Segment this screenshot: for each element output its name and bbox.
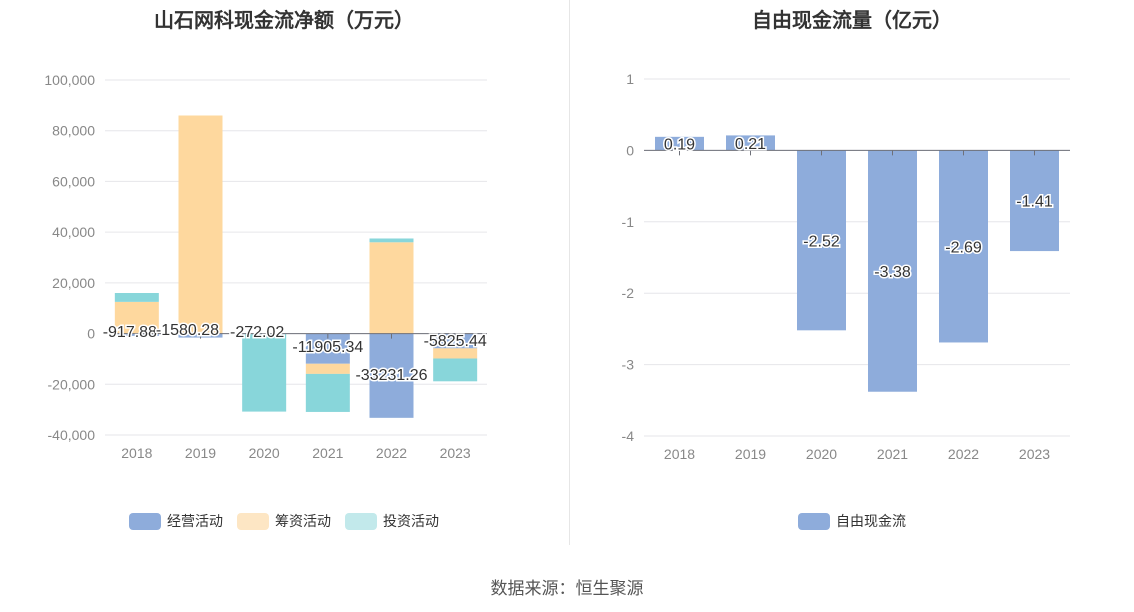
left-ytick-label: 20,000 bbox=[52, 275, 95, 291]
left-bar-2019-s1 bbox=[178, 115, 223, 334]
data-source-note: 数据来源：恒生聚源 bbox=[490, 579, 644, 598]
right-ytick-label: 0 bbox=[626, 142, 634, 158]
right-xtick-label-2022: 2022 bbox=[948, 446, 979, 462]
left-data-label-2022: -33231.26 bbox=[355, 367, 427, 384]
right-chart-plot: 1 0 -1 -2 -3 -4 2018 2019 2020 2021 2022 2023 0.19 0.… bbox=[622, 71, 1070, 462]
right-chart-panel: 自由现金流量（亿元） 1 0 -1 -2 -3 -4 2018 2019 2020 2021 202… bbox=[570, 0, 1134, 545]
left-data-label-2018: -917.88 bbox=[103, 324, 157, 341]
left-ytick-label: -20,000 bbox=[48, 376, 96, 392]
left-data-label-2023: -5825.44 bbox=[424, 333, 487, 350]
left-chart-panel: 山石网科现金流净额（万元） 100,000 80,000 60,000 40,000 2… bbox=[0, 0, 568, 545]
left-chart-legend: 经营活动 筹资活动 投资活动 bbox=[0, 511, 568, 531]
right-xtick-label-2020: 2020 bbox=[806, 446, 837, 462]
right-bar-2020-s0 bbox=[797, 150, 846, 331]
left-xtick-label-2022: 2022 bbox=[376, 445, 407, 461]
legend-item-investing[interactable]: 投资活动 bbox=[345, 511, 439, 531]
left-bar-2021-s1 bbox=[305, 363, 350, 374]
right-bar-2022-s0 bbox=[939, 150, 988, 343]
right-xtick-label-2018: 2018 bbox=[664, 446, 695, 462]
left-xtick-label-2018: 2018 bbox=[121, 445, 152, 461]
right-chart-title: 自由现金流量（亿元） bbox=[752, 10, 952, 32]
right-bar-2021-s0 bbox=[868, 150, 917, 392]
left-ytick-label: 40,000 bbox=[52, 224, 95, 240]
legend-swatch-financing bbox=[237, 512, 269, 530]
left-data-label-2021: -11905.34 bbox=[292, 339, 363, 356]
left-ytick-label: 0 bbox=[87, 326, 95, 342]
right-xtick-label-2023: 2023 bbox=[1019, 446, 1050, 462]
legend-label-free-cash-flow: 自由现金流 bbox=[836, 513, 906, 529]
left-bar-2022-s2 bbox=[369, 238, 414, 243]
left-bar-2021-s2 bbox=[305, 373, 350, 412]
left-ytick-label: 80,000 bbox=[52, 123, 95, 139]
legend-swatch-operating bbox=[129, 512, 161, 530]
left-bar-2023-s1 bbox=[433, 348, 478, 359]
left-xtick-label-2021: 2021 bbox=[312, 445, 343, 461]
legend-item-operating[interactable]: 经营活动 bbox=[129, 511, 223, 531]
right-data-label-2018: 0.19 bbox=[664, 137, 695, 154]
right-chart-legend: 自由现金流 bbox=[570, 511, 1134, 531]
right-ytick-label: -4 bbox=[622, 428, 635, 444]
right-bar-2018-s0 bbox=[655, 136, 704, 151]
right-ytick-label: 1 bbox=[626, 71, 634, 87]
right-ytick-label: -2 bbox=[622, 285, 635, 301]
panel-divider bbox=[569, 0, 570, 545]
left-xtick-label-2020: 2020 bbox=[249, 445, 280, 461]
left-bar-2022-s1 bbox=[369, 242, 414, 334]
left-data-label-2020: -272.02 bbox=[230, 324, 284, 341]
left-bar-2018-s1 bbox=[114, 301, 159, 334]
right-ytick-label: -1 bbox=[622, 214, 635, 230]
legend-label-financing: 筹资活动 bbox=[275, 513, 331, 529]
right-xtick-label-2021: 2021 bbox=[877, 446, 908, 462]
right-data-label-2021: -3.38 bbox=[874, 264, 911, 281]
right-data-label-2019: 0.21 bbox=[735, 136, 766, 153]
left-bar-2022-s0 bbox=[369, 333, 414, 418]
left-bar-2023-s2 bbox=[433, 358, 478, 382]
right-data-label-2022: -2.69 bbox=[945, 239, 982, 256]
right-data-label-2023: -1.41 bbox=[1016, 194, 1053, 211]
left-ytick-label: -40,000 bbox=[48, 427, 96, 443]
left-data-label-2019: -1580.28 bbox=[156, 322, 219, 339]
right-ytick-label: -3 bbox=[622, 357, 635, 373]
left-chart-title: 山石网科现金流净额（万元） bbox=[154, 10, 414, 32]
left-bar-2020-s2 bbox=[242, 334, 287, 412]
right-data-label-2020: -2.52 bbox=[803, 233, 840, 250]
right-xtick-label-2019: 2019 bbox=[735, 446, 766, 462]
legend-swatch-free-cash-flow bbox=[798, 512, 830, 530]
legend-label-investing: 投资活动 bbox=[383, 513, 439, 529]
left-xtick-label-2019: 2019 bbox=[185, 445, 216, 461]
right-bar-2023-s0 bbox=[1010, 150, 1059, 252]
legend-label-operating: 经营活动 bbox=[167, 513, 223, 529]
right-bar-2019-s0 bbox=[726, 135, 775, 151]
left-bar-2018-s2 bbox=[114, 293, 159, 302]
legend-swatch-investing bbox=[345, 512, 377, 530]
left-ytick-label: 60,000 bbox=[52, 173, 95, 189]
left-xtick-label-2023: 2023 bbox=[440, 445, 471, 461]
left-bar-2021-s0 bbox=[305, 333, 350, 364]
legend-item-financing[interactable]: 筹资活动 bbox=[237, 511, 331, 531]
left-bar-2023-s0 bbox=[433, 333, 478, 349]
left-chart-plot: 100,000 80,000 60,000 40,000 20,000 0 -20,000 -… bbox=[44, 72, 488, 461]
left-ytick-label: 100,000 bbox=[44, 72, 95, 88]
legend-item-free-cash-flow[interactable]: 自由现金流 bbox=[798, 511, 906, 531]
